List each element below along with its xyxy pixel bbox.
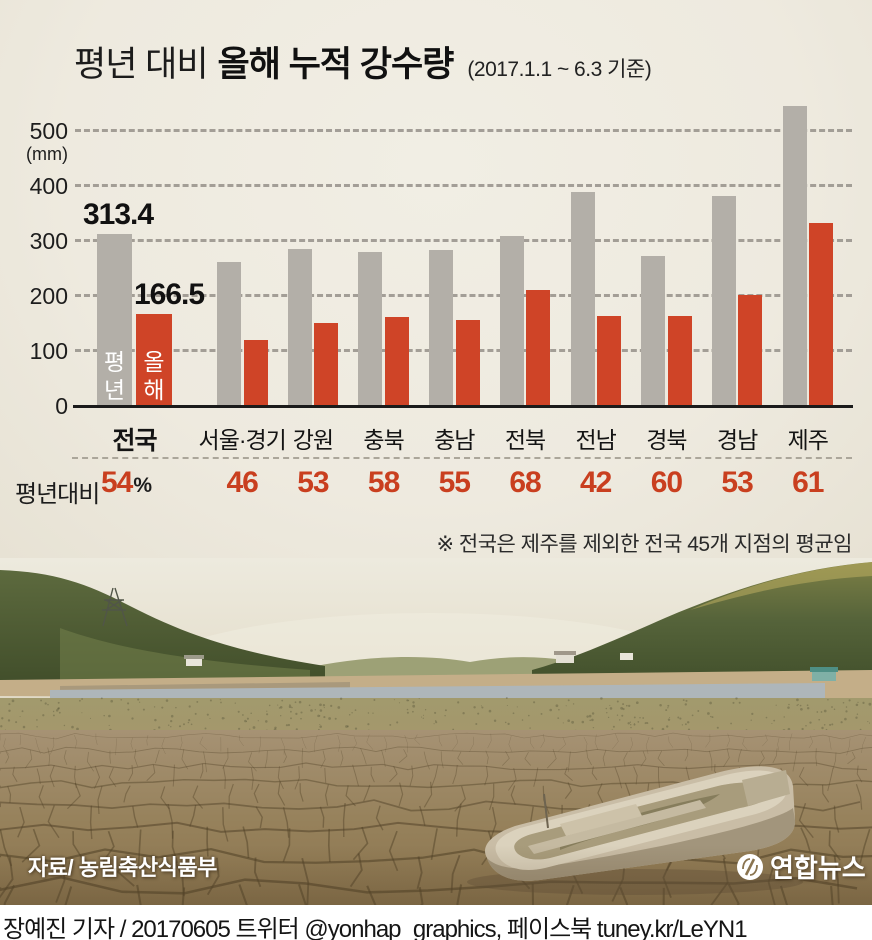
pylon-icon <box>102 587 128 627</box>
bar-올해-전남 <box>597 316 621 406</box>
bar-올해-충북 <box>384 316 409 406</box>
title-bold: 올해 누적 강수량 <box>217 45 455 84</box>
title-light: 평년 대비 <box>74 45 209 84</box>
x-label-경북: 경북 <box>646 427 687 453</box>
y-tick-100: 100 <box>29 338 68 364</box>
photo-vignette <box>0 845 872 905</box>
bar-올해-경북 <box>667 316 692 406</box>
x-label-제주: 제주 <box>787 427 829 453</box>
label-separator <box>72 457 852 459</box>
bar-평년-전국 <box>97 233 132 406</box>
byline-caption: 장예진 기자 / 20170605 트위터 @yonhap_graphics, … <box>3 916 748 940</box>
photo-mudflat-specks <box>0 697 872 734</box>
percent-전국: 54% <box>100 466 152 499</box>
yonhap-logo: 연합뉴스 <box>735 848 866 885</box>
bar-legend-char: 올 <box>143 349 165 375</box>
y-tick-200: 200 <box>29 283 68 309</box>
title-period: (2017.1.1 ~ 6.3 기준) <box>467 58 652 81</box>
x-label-강원: 강원 <box>292 427 334 453</box>
photo-dock <box>810 667 838 681</box>
bar-legend-char: 년 <box>103 377 126 403</box>
value-label-평년: 313.4 <box>82 197 154 231</box>
photo-mudflat <box>0 698 872 736</box>
bar-평년-충북 <box>358 252 383 406</box>
bar-올해-경남 <box>738 294 763 406</box>
photo-water <box>50 683 825 699</box>
percent-충남: 55 <box>438 466 471 499</box>
x-label-서울·경기: 서울·경기 <box>198 427 287 453</box>
caption-strip: 장예진 기자 / 20170605 트위터 @yonhap_graphics, … <box>0 905 872 940</box>
page-title: 평년 대비 올해 누적 강수량 (2017.1.1 ~ 6.3 기준) <box>74 36 652 87</box>
bar-올해-제주 <box>809 222 834 406</box>
percent-전남: 42 <box>580 466 612 499</box>
chart-footnote: ※ 전국은 제주를 제외한 전국 45개 지점의 평균임 <box>436 533 852 556</box>
gridline-400 <box>75 184 852 187</box>
x-label-전국: 전국 <box>112 427 157 455</box>
yonhap-logo-text: 연합뉴스 <box>770 853 866 883</box>
y-tick-400: 400 <box>29 173 68 199</box>
bar-평년-서울·경기 <box>217 261 241 406</box>
bar-평년-전남 <box>570 192 595 406</box>
y-tick-500: 500 <box>29 118 68 144</box>
percent-unit: % <box>133 474 152 497</box>
gridline-500 <box>75 129 852 132</box>
percent-제주: 61 <box>792 466 824 499</box>
chart-section: 평년 대비 올해 누적 강수량 (2017.1.1 ~ 6.3 기준) 0 100… <box>0 0 872 558</box>
bar-올해-충남 <box>455 320 480 406</box>
photo-right-hill <box>532 562 872 680</box>
photo-houses <box>184 651 633 666</box>
x-label-경남: 경남 <box>716 427 758 453</box>
x-label-전북: 전북 <box>504 427 546 453</box>
drought-photo: 자료/ 농림축산식품부 연합뉴스 <box>0 558 872 905</box>
percent-강원: 53 <box>297 466 329 499</box>
percent-row-label: 평년대비 <box>15 481 100 508</box>
bar-legend-char: 해 <box>143 377 165 403</box>
percent-전북: 68 <box>509 466 541 499</box>
gridline-200 <box>75 294 852 297</box>
value-label-올해: 166.5 <box>133 278 205 312</box>
gridline-300 <box>75 239 852 242</box>
photo-left-hill-light <box>60 628 310 680</box>
x-label-충북: 충북 <box>363 427 404 453</box>
bar-올해-강원 <box>314 322 339 406</box>
percent-경북: 60 <box>650 466 683 499</box>
bar-평년-제주 <box>782 106 807 406</box>
photo-right-hill-sunlit <box>690 562 872 610</box>
x-label-충남: 충남 <box>434 427 475 453</box>
bar-legend-char: 평 <box>103 349 126 375</box>
bar-평년-충남 <box>429 250 454 406</box>
x-label-전남: 전남 <box>575 427 617 453</box>
bar-chart: 0 100 200 300 400 500 (mm) 평 년 올 해 313.4 166.5 전국 서울·경… <box>15 106 853 508</box>
bar-평년-경북 <box>641 256 666 406</box>
y-tick-300: 300 <box>29 228 68 254</box>
yonhap-emblem-icon <box>737 853 763 880</box>
percent-서울·경기: 46 <box>226 466 259 499</box>
bar-올해-전북 <box>526 289 551 406</box>
y-tick-0: 0 <box>55 393 68 419</box>
percent-충북: 58 <box>367 466 400 499</box>
y-axis-unit: (mm) <box>26 144 68 164</box>
percent-경남: 53 <box>721 466 753 499</box>
x-axis-line <box>73 405 853 408</box>
bar-올해-전국 <box>136 314 172 406</box>
bar-평년-강원 <box>287 249 312 406</box>
source-credit: 자료/ 농림축산식품부 <box>28 855 217 880</box>
bar-평년-전북 <box>499 235 524 406</box>
bar-평년-경남 <box>711 195 736 406</box>
drought-photo-art <box>0 558 872 905</box>
bar-올해-서울·경기 <box>243 340 268 406</box>
